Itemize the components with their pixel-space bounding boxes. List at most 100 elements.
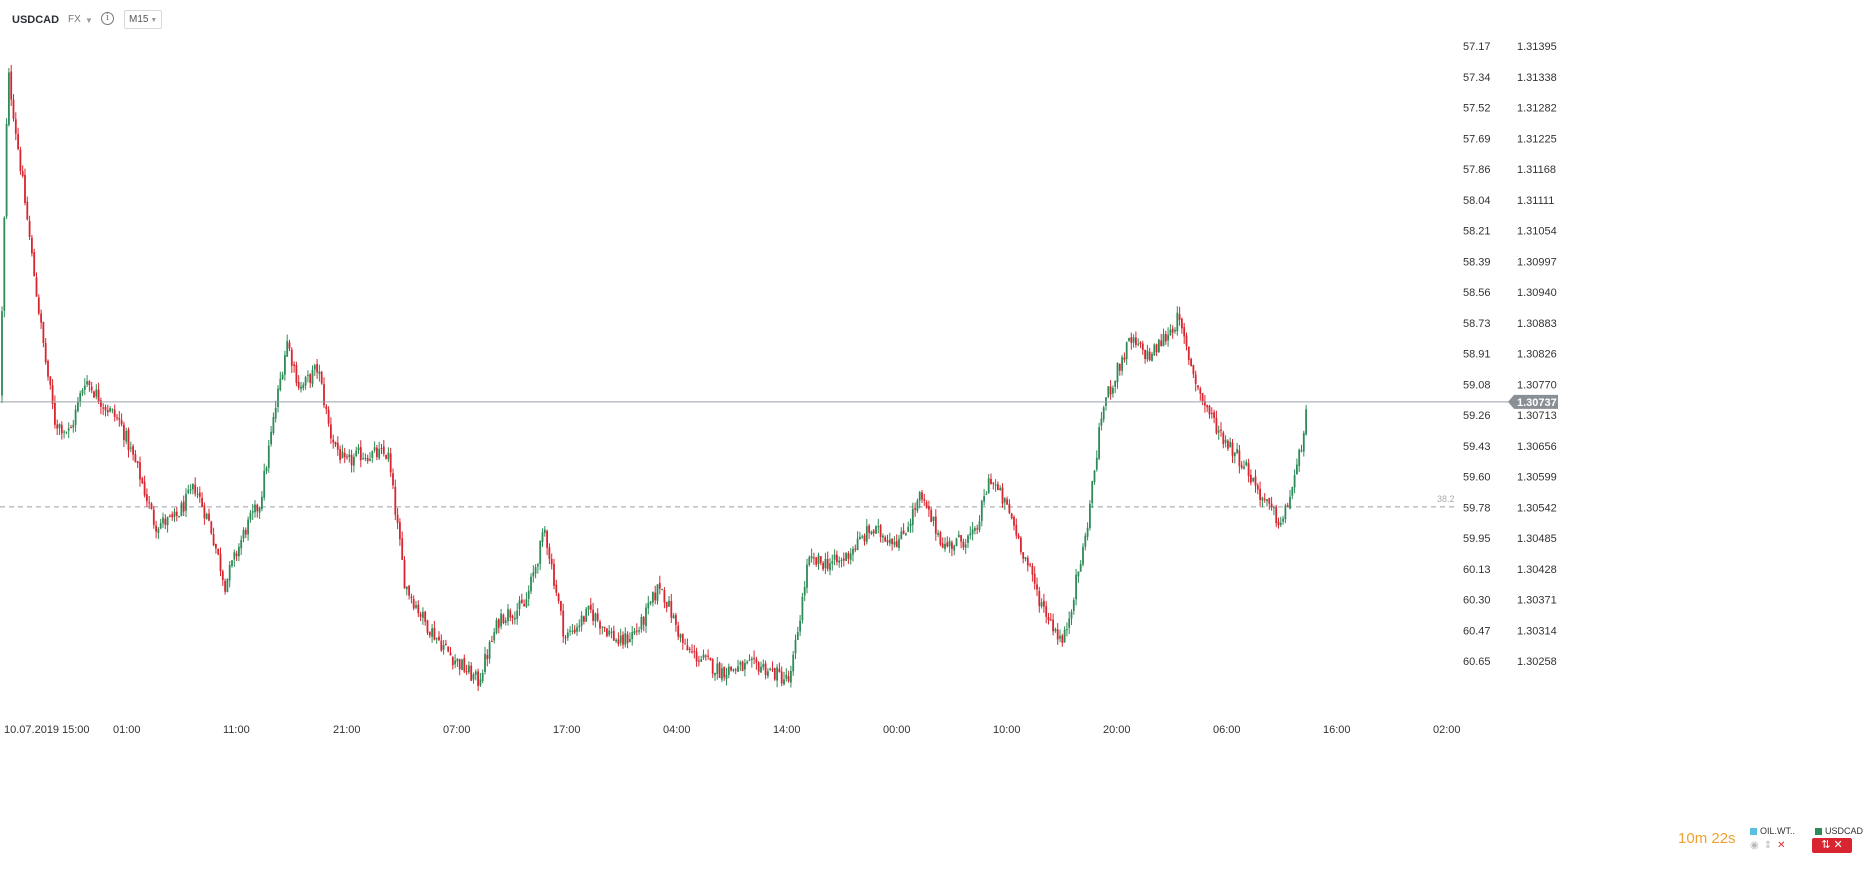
candle-body <box>725 674 728 679</box>
candle-up <box>1107 386 1110 399</box>
candle-type-icon[interactable]: ⇅ <box>1821 839 1831 851</box>
candle-up <box>790 665 792 688</box>
candle-up <box>1102 405 1105 423</box>
candle-body <box>136 461 139 464</box>
candle-body <box>438 636 440 641</box>
candle-body <box>721 668 723 680</box>
candle-up <box>162 512 164 529</box>
candle-up <box>1114 380 1117 394</box>
candle-up <box>1095 450 1098 472</box>
candle-body <box>500 613 502 627</box>
candle-down <box>1250 469 1252 486</box>
candle-body <box>580 615 583 626</box>
candle-down <box>1208 404 1211 419</box>
candle-body <box>587 605 590 610</box>
close-icon[interactable]: ✕ <box>1777 840 1791 851</box>
candle-down <box>219 547 222 577</box>
candle-body <box>638 630 640 632</box>
candle-down <box>1259 481 1261 507</box>
candle-down <box>711 658 714 678</box>
candle-down <box>118 410 121 427</box>
candle-up <box>918 490 921 509</box>
candle-body <box>914 508 916 510</box>
candle-body <box>893 541 896 545</box>
candle-down <box>458 658 461 676</box>
candle-body <box>295 365 298 383</box>
candle-body <box>518 600 521 609</box>
candle-body <box>1194 374 1197 384</box>
candle-down <box>440 634 443 652</box>
candle-down <box>663 587 666 609</box>
legend-oil[interactable]: OIL.WT.. <box>1750 826 1795 836</box>
left-axis-tick: 58.91 <box>1463 349 1491 361</box>
candle-up <box>180 500 183 517</box>
oil-series-tools: ◉⇕✕ <box>1750 840 1791 851</box>
move-icon[interactable]: ⇕ <box>1763 840 1778 851</box>
candle-body <box>1302 432 1305 452</box>
candle-body <box>801 596 804 621</box>
candle-body <box>488 641 491 659</box>
candle-body <box>238 546 240 557</box>
candle-body <box>792 654 795 672</box>
candle-body <box>95 389 98 397</box>
candle-up <box>300 381 302 393</box>
close-icon[interactable]: ✕ <box>1833 839 1843 851</box>
info-icon[interactable]: i <box>101 12 114 25</box>
candle-up <box>514 611 516 625</box>
candle-body <box>997 484 999 490</box>
candle-down <box>359 440 362 468</box>
candle-body <box>1270 503 1273 508</box>
candle-down <box>1043 593 1045 613</box>
candle-up <box>1 306 3 404</box>
candle-up <box>371 450 374 463</box>
candle-up <box>265 466 268 475</box>
candle-up <box>493 627 496 644</box>
candle-up <box>796 626 799 641</box>
candle-body <box>734 669 737 671</box>
eye-icon[interactable]: ◉ <box>1750 840 1764 851</box>
candle-up <box>461 658 463 671</box>
market-label[interactable]: FX <box>68 14 81 25</box>
candle-body <box>332 439 335 443</box>
candle-body <box>1206 405 1209 408</box>
candle-body <box>435 637 438 640</box>
symbol-label[interactable]: USDCAD <box>12 14 60 26</box>
candle-body <box>284 355 286 375</box>
candle-body <box>928 506 930 510</box>
candle-down <box>1155 343 1158 357</box>
candle-body <box>403 559 406 589</box>
candle-body <box>1006 499 1008 505</box>
candle-up <box>808 555 811 567</box>
candle-up <box>355 446 358 458</box>
candle-down <box>819 555 822 566</box>
candle-body <box>389 453 392 473</box>
right-axis-tick: 1.31282 <box>1517 103 1557 115</box>
candle-body <box>737 666 739 672</box>
candle-body <box>716 663 719 674</box>
legend-usdcad[interactable]: USDCAD <box>1815 826 1863 836</box>
candle-up <box>1146 344 1149 362</box>
candle-down <box>1109 380 1112 400</box>
candle-down <box>670 593 673 623</box>
candle-body <box>401 538 404 560</box>
candle-up <box>1293 469 1296 494</box>
candle-down <box>401 531 404 560</box>
candle-down <box>707 649 709 660</box>
candle-up <box>767 668 769 679</box>
candle-body <box>481 672 484 681</box>
candle-up <box>1167 327 1169 347</box>
right-axis-tick: 1.31054 <box>1517 226 1557 238</box>
candle-up <box>865 518 868 545</box>
left-axis-tick: 58.21 <box>1463 226 1491 238</box>
candle-up <box>672 612 675 619</box>
candle-body <box>974 528 976 531</box>
chevron-down-icon[interactable]: ▼ <box>85 16 93 25</box>
candle-up <box>916 498 919 513</box>
candle-body <box>1116 362 1119 383</box>
candle-body <box>1059 635 1061 639</box>
interval-selector[interactable]: M15 ▼ <box>124 10 163 29</box>
candle-body <box>778 668 781 673</box>
candle-body <box>732 669 735 671</box>
candle-up <box>1224 435 1227 448</box>
